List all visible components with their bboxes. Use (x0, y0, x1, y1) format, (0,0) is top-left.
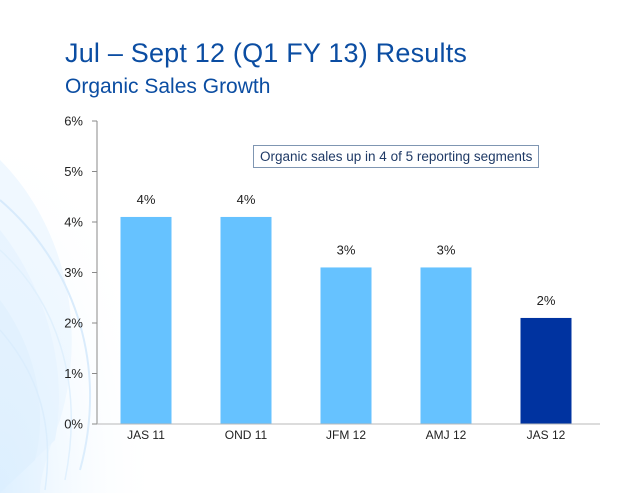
y-tick-label: 1% (64, 366, 83, 381)
y-tick-label: 3% (64, 265, 83, 280)
chart-annotation: Organic sales up in 4 of 5 reporting seg… (253, 145, 540, 168)
x-tick-label: OND 11 (225, 428, 268, 442)
y-tick-label: 5% (64, 164, 83, 179)
data-label: 3% (337, 242, 356, 257)
y-tick-label: 4% (64, 215, 83, 230)
data-label: 2% (537, 293, 556, 308)
bar (220, 216, 272, 424)
x-tick-label: JAS 11 (127, 428, 165, 442)
bar (520, 317, 572, 424)
y-tick-label: 0% (64, 417, 83, 432)
bar (320, 267, 372, 424)
data-label: 4% (237, 192, 256, 207)
y-tick-label: 6% (64, 114, 83, 129)
bar (420, 267, 472, 424)
x-tick-label: AMJ 12 (426, 428, 467, 442)
x-tick-label: JAS 12 (527, 428, 566, 442)
data-label: 3% (437, 242, 456, 257)
slide-subtitle: Organic Sales Growth (65, 75, 271, 98)
data-label: 4% (137, 192, 156, 207)
bar (120, 216, 172, 424)
y-tick-label: 2% (64, 316, 83, 331)
x-tick-label: JFM 12 (326, 428, 366, 442)
slide-title: Jul – Sept 12 (Q1 FY 13) Results (65, 38, 468, 68)
